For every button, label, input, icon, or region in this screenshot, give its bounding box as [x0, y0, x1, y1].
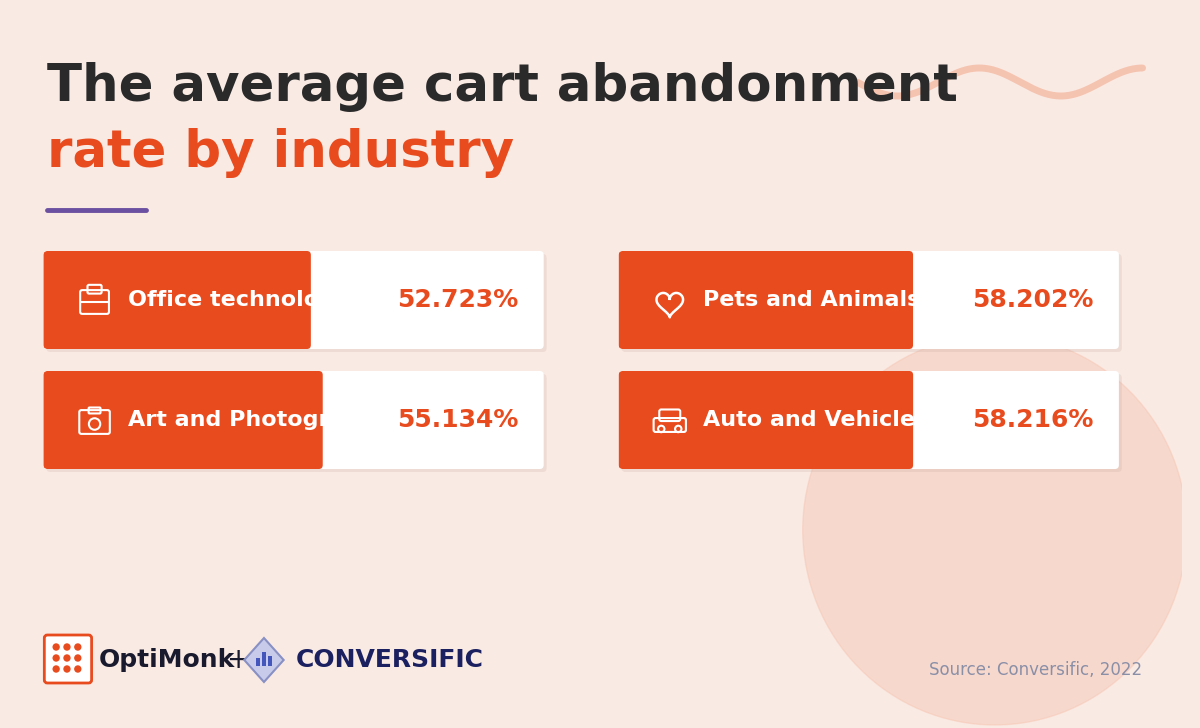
- Circle shape: [64, 644, 70, 650]
- FancyBboxPatch shape: [43, 251, 311, 349]
- Polygon shape: [245, 638, 283, 682]
- FancyBboxPatch shape: [618, 371, 1118, 469]
- FancyBboxPatch shape: [618, 251, 913, 349]
- Circle shape: [64, 655, 70, 661]
- FancyBboxPatch shape: [43, 251, 544, 349]
- FancyBboxPatch shape: [47, 254, 547, 352]
- Text: 52.723%: 52.723%: [397, 288, 518, 312]
- Text: +: +: [227, 646, 250, 674]
- Bar: [256, 658, 260, 666]
- Bar: [262, 652, 266, 666]
- Circle shape: [64, 666, 70, 672]
- Circle shape: [74, 666, 80, 672]
- Text: Pets and Animals: Pets and Animals: [703, 290, 920, 310]
- FancyBboxPatch shape: [44, 635, 91, 683]
- Circle shape: [74, 644, 80, 650]
- Text: 55.134%: 55.134%: [397, 408, 518, 432]
- Text: Auto and Vehicles: Auto and Vehicles: [703, 410, 929, 430]
- FancyBboxPatch shape: [43, 371, 544, 469]
- FancyBboxPatch shape: [43, 371, 323, 469]
- Text: Source: Conversific, 2022: Source: Conversific, 2022: [930, 661, 1142, 679]
- Circle shape: [74, 655, 80, 661]
- Text: Art and Photography: Art and Photography: [128, 410, 391, 430]
- FancyBboxPatch shape: [47, 374, 547, 472]
- Circle shape: [803, 335, 1187, 725]
- Circle shape: [53, 655, 59, 661]
- Bar: [268, 656, 272, 666]
- Text: CONVERSIFIC: CONVERSIFIC: [295, 648, 484, 672]
- FancyBboxPatch shape: [618, 251, 1118, 349]
- Text: OptiMonk: OptiMonk: [98, 648, 235, 672]
- FancyBboxPatch shape: [622, 374, 1122, 472]
- Text: 58.202%: 58.202%: [972, 288, 1093, 312]
- Text: Office technology: Office technology: [128, 290, 349, 310]
- Circle shape: [53, 666, 59, 672]
- Text: The average cart abandonment: The average cart abandonment: [47, 62, 958, 112]
- FancyBboxPatch shape: [622, 254, 1122, 352]
- Text: 58.216%: 58.216%: [972, 408, 1093, 432]
- FancyBboxPatch shape: [618, 371, 913, 469]
- Text: rate by industry: rate by industry: [47, 128, 515, 178]
- Circle shape: [53, 644, 59, 650]
